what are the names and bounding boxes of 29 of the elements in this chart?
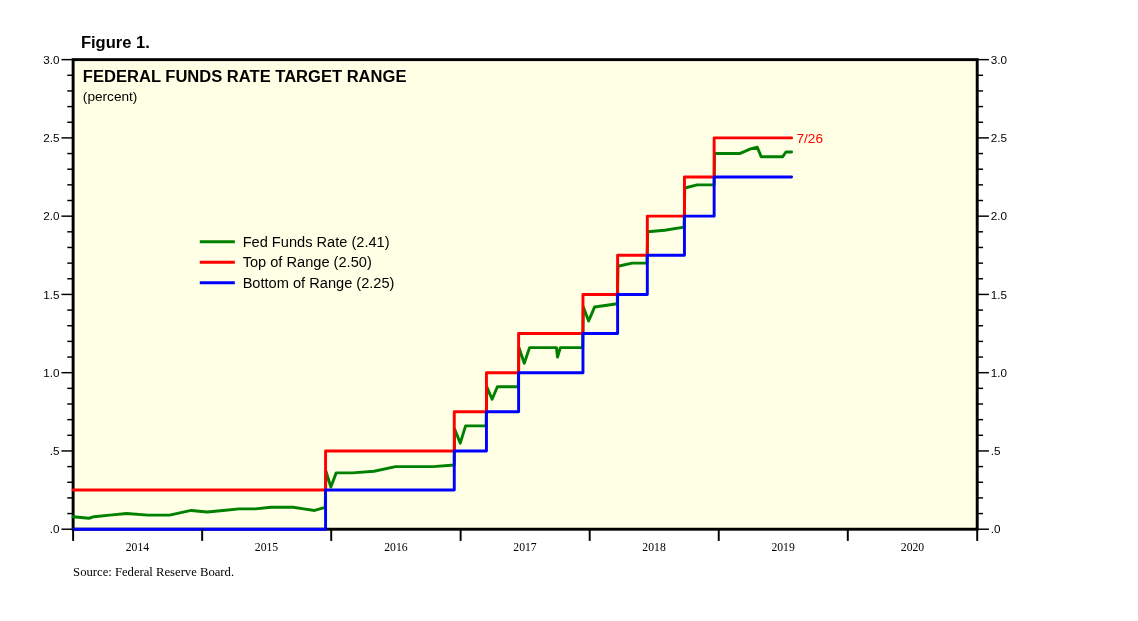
y2-tick-label: 3.0 [990,52,1008,66]
annotation: 7/26 [796,130,823,146]
x-tick-label: 2020 [900,540,925,554]
chart-subtitle: FEDERAL FUNDS RATE TARGET RANGE [82,67,407,87]
y2-tick-label: 2.5 [990,130,1008,144]
x-tick-label: 2014 [125,540,150,554]
legend-label: Fed Funds Rate (2.41) [242,233,390,250]
x-tick-label: 2015 [254,540,279,554]
y2-tick-label: .5 [990,444,1002,458]
x-tick-label: 2019 [771,540,795,554]
y-tick-label: .0 [49,522,60,536]
y-tick-label: 3.0 [43,52,60,66]
y2-tick-label: 1.5 [990,287,1008,301]
x-tick-label: 2016 [384,540,408,554]
y-tick-label: 2.0 [43,209,60,223]
legend-label: Top of Range (2.50) [242,254,372,271]
x-tick-label: 2017 [513,540,537,554]
y2-tick-label: .0 [990,522,1002,536]
y-tick-label: 2.5 [43,130,60,144]
y-tick-label: .5 [49,444,60,458]
x-tick-label: 2018 [642,540,666,554]
y2-tick-label: 1.0 [990,365,1008,379]
y2-tick-label: 2.0 [990,209,1008,223]
source-note: Source: Federal Reserve Board. [73,564,235,579]
chart-title: Figure 1. [80,32,150,52]
y-tick-label: 1.0 [43,365,60,379]
y-tick-label: 1.5 [43,287,60,301]
y-axis-title: (percent) [82,88,138,104]
legend-label: Bottom of Range (2.25) [242,274,395,291]
